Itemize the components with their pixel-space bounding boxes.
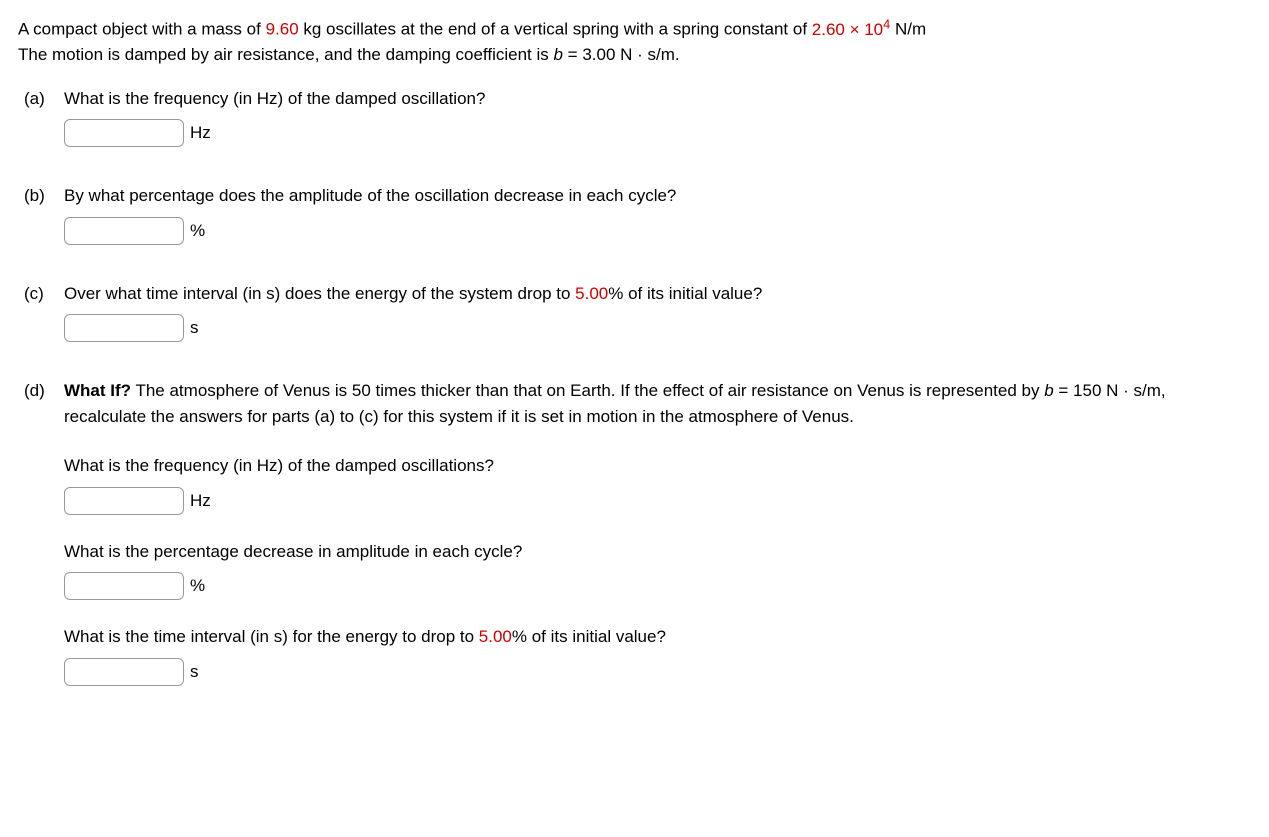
part-d-sub3-question: What is the time interval (in s) for the…	[64, 624, 1251, 650]
question-intro: A compact object with a mass of 9.60 kg …	[18, 14, 1251, 68]
part-d-sub3: What is the time interval (in s) for the…	[64, 624, 1251, 686]
part-d-sub3-question-before: What is the time interval (in s) for the…	[64, 627, 479, 646]
part-d-sub2-answer-row: %	[64, 572, 1251, 600]
part-d-sub3-unit: s	[190, 659, 199, 685]
intro-eq: = 3.00 N · s/m.	[563, 45, 680, 64]
part-d-sub3-question-after: % of its initial value?	[512, 627, 666, 646]
b-variable: b	[553, 45, 562, 64]
part-d-sub3-percent: 5.00	[479, 627, 512, 646]
part-c-unit: s	[190, 315, 199, 341]
spring-constant-base: 2.60 × 10	[812, 20, 883, 39]
part-b: (b) By what percentage does the amplitud…	[24, 183, 1251, 245]
part-d-intro-before-b: The atmosphere of Venus is 50 times thic…	[131, 381, 1044, 400]
intro-line2-before: The motion is damped by air resistance, …	[18, 45, 553, 64]
intro-text-2: kg oscillates at the end of a vertical s…	[299, 20, 812, 39]
part-c-input[interactable]	[64, 314, 184, 342]
part-b-input[interactable]	[64, 217, 184, 245]
part-d-sub1: What is the frequency (in Hz) of the dam…	[64, 453, 1251, 515]
part-a-unit: Hz	[190, 120, 211, 146]
what-if-label: What If?	[64, 381, 131, 400]
part-b-answer-row: %	[64, 217, 1251, 245]
part-d-sub2: What is the percentage decrease in ampli…	[64, 539, 1251, 601]
part-a-label: (a)	[24, 86, 64, 112]
intro-text: A compact object with a mass of	[18, 20, 266, 39]
part-d-sub3-answer-row: s	[64, 658, 1251, 686]
part-c-label: (c)	[24, 281, 64, 307]
part-d-intro: What If? The atmosphere of Venus is 50 t…	[64, 378, 1251, 429]
part-d-sub2-unit: %	[190, 573, 205, 599]
part-a-answer-row: Hz	[64, 119, 1251, 147]
part-a-question: What is the frequency (in Hz) of the dam…	[64, 86, 1251, 112]
part-d-b-var: b	[1044, 381, 1053, 400]
part-c-question-after: % of its initial value?	[608, 284, 762, 303]
part-b-unit: %	[190, 218, 205, 244]
part-d-sub1-input[interactable]	[64, 487, 184, 515]
part-c-body: Over what time interval (in s) does the …	[64, 281, 1251, 343]
part-a-input[interactable]	[64, 119, 184, 147]
part-c-question-before: Over what time interval (in s) does the …	[64, 284, 575, 303]
part-d: (d) What If? The atmosphere of Venus is …	[24, 378, 1251, 686]
part-d-sub1-question: What is the frequency (in Hz) of the dam…	[64, 453, 1251, 479]
part-b-body: By what percentage does the amplitude of…	[64, 183, 1251, 245]
part-c: (c) Over what time interval (in s) does …	[24, 281, 1251, 343]
part-d-sub1-answer-row: Hz	[64, 487, 1251, 515]
part-d-sub2-input[interactable]	[64, 572, 184, 600]
part-c-answer-row: s	[64, 314, 1251, 342]
part-d-sub2-question: What is the percentage decrease in ampli…	[64, 539, 1251, 565]
part-d-sub1-unit: Hz	[190, 488, 211, 514]
mass-value: 9.60	[266, 20, 299, 39]
intro-text-3: N/m	[890, 20, 926, 39]
spring-constant: 2.60 × 104	[812, 20, 890, 39]
part-c-question: Over what time interval (in s) does the …	[64, 281, 1251, 307]
part-b-label: (b)	[24, 183, 64, 209]
part-a-body: What is the frequency (in Hz) of the dam…	[64, 86, 1251, 148]
part-a: (a) What is the frequency (in Hz) of the…	[24, 86, 1251, 148]
part-d-body: What If? The atmosphere of Venus is 50 t…	[64, 378, 1251, 686]
part-d-label: (d)	[24, 378, 64, 404]
part-d-sub3-input[interactable]	[64, 658, 184, 686]
part-c-percent: 5.00	[575, 284, 608, 303]
part-b-question: By what percentage does the amplitude of…	[64, 183, 1251, 209]
